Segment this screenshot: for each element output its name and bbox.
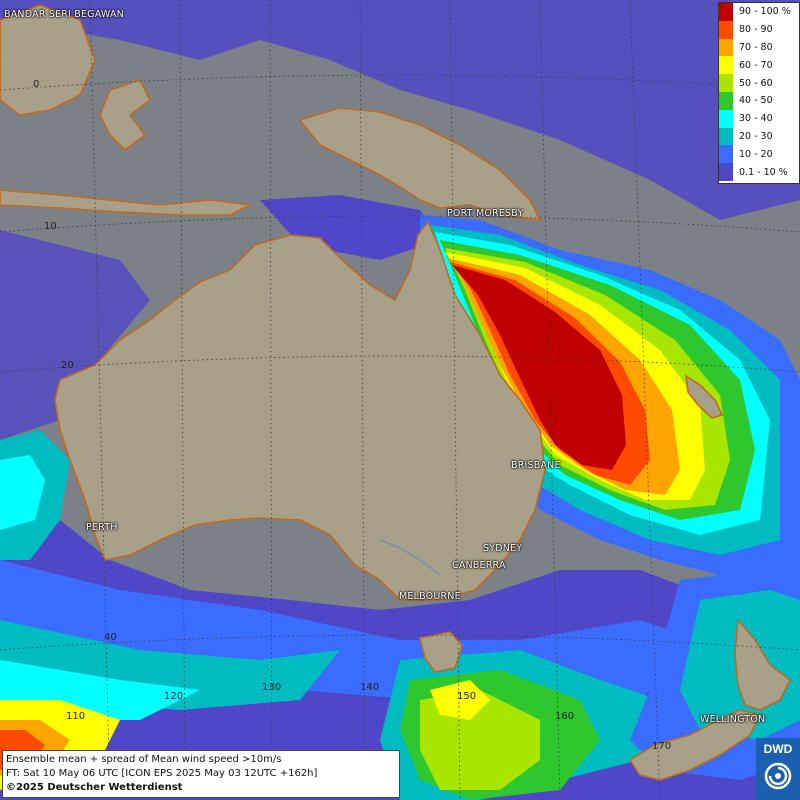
lon-label-130: 130 [262,682,282,693]
legend-row: 90 - 100 % [719,3,799,21]
lon-label-140: 140 [360,682,380,693]
legend-row: 30 - 40 [719,109,799,128]
legend-swatch [719,38,733,57]
lon-label-120: 120 [164,691,184,702]
lat-label-40: 40 [104,632,117,643]
lon-label-110: 110 [66,711,86,722]
landmasses [0,4,792,781]
nz-south-island [628,709,762,781]
lat-label-0: 0 [33,79,40,90]
legend-swatch [719,163,733,181]
lat-label-10: 10 [44,221,57,232]
dwd-logo-text: DWD [763,742,793,756]
legend-swatch [719,127,733,146]
legend-label: 40 - 50 [739,95,773,107]
probability-legend: 90 - 100 % 80 - 90 70 - 80 60 - 70 50 - 60 40… [718,2,800,184]
legend-swatch [719,109,733,128]
legend-row: 70 - 80 [719,38,799,57]
legend-label: 60 - 70 [739,59,773,71]
legend-swatch [719,91,733,110]
legend-label: 70 - 80 [739,41,773,53]
city-label-bandar: BANDAR SERI BEGAWAN [4,9,124,20]
legend-row: 10 - 20 [719,145,799,164]
city-label-melbourne: MELBOURNE [399,591,461,602]
tasmania [419,631,463,673]
lon-label-160: 160 [555,711,575,722]
legend-label: 10 - 20 [739,148,773,160]
map-caption: Ensemble mean + spread of Mean wind spee… [2,750,400,798]
legend-swatch [719,3,733,21]
legend-swatch [719,74,733,92]
legend-row: 40 - 50 [719,91,799,110]
australia [54,220,546,601]
sunda-islands [0,189,253,216]
murray-river [379,539,441,576]
legend-label: 50 - 60 [739,77,773,89]
city-label-perth: PERTH [86,522,118,533]
lat-label-20: 20 [61,360,74,371]
new-caledonia [684,374,724,419]
new-guinea [298,107,542,221]
city-label-canberra: CANBERRA [452,560,506,571]
legend-swatch [719,20,733,39]
sulawesi [99,79,152,152]
swirl-icon [764,762,792,790]
city-label-sydney: SYDNEY [483,543,523,554]
legend-label: 20 - 30 [739,130,773,142]
nz-north-island [734,618,792,711]
legend-label: 0.1 - 10 % [739,166,788,178]
legend-swatch [719,56,733,75]
legend-row: 20 - 30 [719,127,799,146]
caption-product: Ensemble mean + spread of Mean wind spee… [6,754,282,765]
lon-label-170: 170 [652,741,672,752]
legend-row: 0.1 - 10 % [719,163,799,181]
caption-forecast-time: FT: Sat 10 May 06 UTC [ICON EPS 2025 May… [6,768,318,779]
legend-row: 60 - 70 [719,56,799,75]
city-label-wellington: WELLINGTON [700,714,766,725]
caption-copyright: ©2025 Deutscher Wetterdienst [6,782,183,793]
dwd-logo: DWD [756,738,800,800]
legend-label: 80 - 90 [739,24,773,36]
city-label-port-moresby: PORT MORESBY [447,208,524,219]
lon-label-150: 150 [457,691,477,702]
legend-row: 50 - 60 [719,74,799,92]
city-label-brisbane: BRISBANE [511,460,561,471]
legend-swatch [719,145,733,164]
borneo [0,4,96,116]
legend-row: 80 - 90 [719,20,799,39]
legend-label: 90 - 100 % [739,6,791,18]
legend-label: 30 - 40 [739,113,773,125]
